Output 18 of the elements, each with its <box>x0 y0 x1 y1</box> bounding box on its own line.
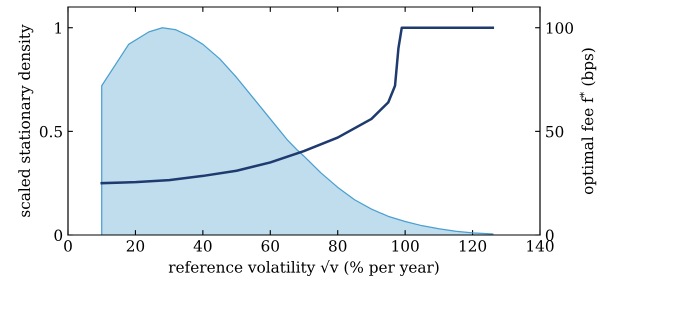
y-tick-label: 0.5 <box>40 126 62 138</box>
x-tick-label: 80 <box>329 240 346 252</box>
y-tick-label: 1 <box>55 22 61 34</box>
x-tick-label: 60 <box>262 240 279 252</box>
x-tick-label: 120 <box>460 240 486 252</box>
line-series <box>100 26 494 184</box>
y2-tick-label: 100 <box>546 22 574 34</box>
y2-axis-title: optimal fee f$^{*}$ (bps) <box>580 48 596 194</box>
y2-tick-label: 0 <box>546 229 554 242</box>
x-tick-label: 40 <box>194 240 212 252</box>
y2-tick-label: 50 <box>546 126 564 138</box>
x-tick-label: 140 <box>527 240 554 252</box>
y-axis-title: scaled stationary density <box>18 24 34 217</box>
x-tick-label: 20 <box>126 240 144 252</box>
x-tick-label: 0 <box>64 240 72 252</box>
y-tick-label: 0 <box>54 229 62 242</box>
x-tick-label: 100 <box>392 240 419 252</box>
x-axis-title: reference volatility √v (% per year) <box>168 260 439 276</box>
